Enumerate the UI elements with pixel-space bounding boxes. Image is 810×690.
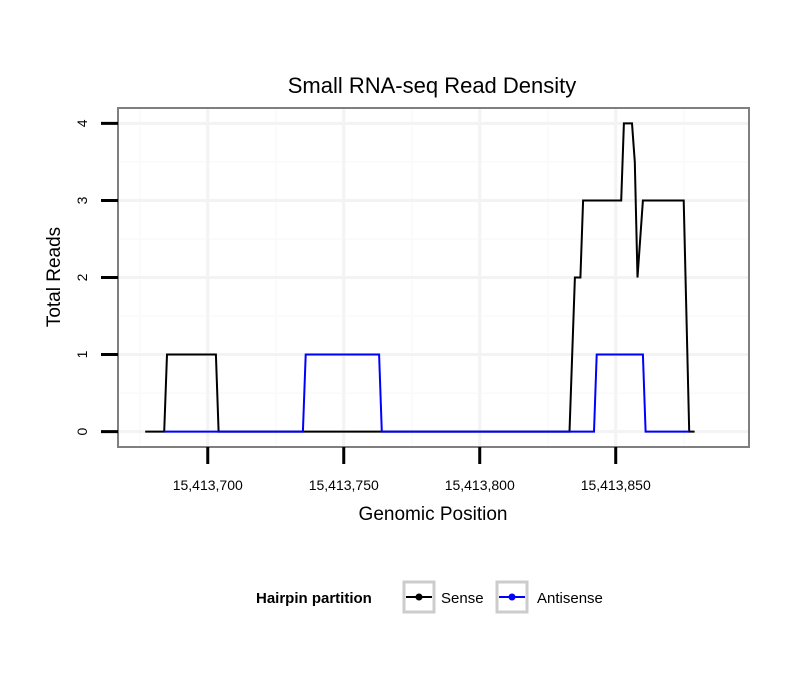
legend: Hairpin partition Sense Antisense <box>256 580 603 614</box>
legend-title: Hairpin partition <box>256 590 372 607</box>
y-tick-label: 4 <box>74 119 90 127</box>
y-tick-label: 3 <box>74 196 90 204</box>
legend-label-antisense: Antisense <box>537 590 603 607</box>
series-line-sense <box>145 122 695 433</box>
x-tick-label: 15,413,750 <box>309 477 379 493</box>
x-axis-title: Genomic Position <box>359 504 508 525</box>
y-tick-label: 1 <box>74 350 90 358</box>
legend-key-point-antisense <box>508 593 516 601</box>
x-tick-label: 15,413,700 <box>173 477 243 493</box>
x-tick-label: 15,413,800 <box>445 477 515 493</box>
y-axis-title: Total Reads <box>44 227 65 327</box>
legend-key-sense: Sense <box>402 580 484 614</box>
x-tick-label: 15,413,850 <box>581 477 651 493</box>
series-line-antisense <box>164 353 690 433</box>
y-tick-label: 2 <box>74 273 90 281</box>
x-axis: 15,413,700 15,413,750 15,413,800 15,413,850 <box>173 447 651 493</box>
chart-title: Small RNA-seq Read Density <box>288 73 577 98</box>
legend-key-point-sense <box>415 593 423 601</box>
series-layer <box>145 122 695 433</box>
y-tick-label: 0 <box>74 427 90 435</box>
legend-key-antisense: Antisense <box>495 580 603 614</box>
legend-label-sense: Sense <box>441 590 484 607</box>
y-axis: 0 1 2 3 4 <box>74 119 118 435</box>
